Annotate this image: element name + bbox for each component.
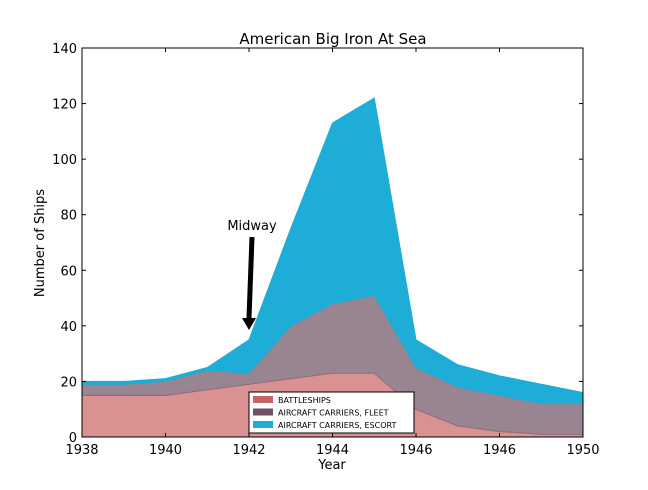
annotation-arrow-shaft — [246, 236, 255, 319]
x-tick-label: 1946 — [483, 443, 516, 458]
y-axis-label: Number of Ships — [33, 189, 48, 297]
x-tick-label: 1944 — [316, 443, 349, 458]
y-tick-label: 0 — [69, 431, 77, 446]
legend-label: BATTLESHIPS — [278, 396, 331, 405]
y-tick-label: 40 — [60, 320, 77, 335]
annotation-arrow-head — [242, 318, 256, 331]
legend: BATTLESHIPS AIRCRAFT CARRIERS, FLEET AIRCR… — [248, 391, 415, 434]
x-axis-label: Year — [317, 458, 346, 473]
y-tick-label: 100 — [52, 153, 77, 168]
y-tick-label: 140 — [52, 42, 77, 57]
legend-swatch — [253, 396, 273, 403]
x-tick-label: 1938 — [65, 443, 98, 458]
legend-box — [248, 391, 415, 434]
x-tick-label: 1950 — [566, 443, 599, 458]
y-tick-label: 20 — [60, 375, 77, 390]
y-tick-label: 120 — [52, 98, 77, 113]
y-tick-label: 80 — [60, 209, 77, 224]
legend-swatch — [253, 408, 273, 416]
legend-label: AIRCRAFT CARRIERS, FLEET — [278, 409, 389, 418]
x-tick-label: 1942 — [232, 443, 265, 458]
chart-title: American Big Iron At Sea — [239, 30, 426, 48]
legend-label: AIRCRAFT CARRIERS, ESCORT — [278, 421, 396, 430]
legend-swatch — [253, 421, 273, 428]
x-tick-label: 1940 — [149, 443, 182, 458]
x-tick-label: 1946 — [399, 443, 432, 458]
axis-ticks: 1938 1940 1942 1944 1946 1946 1950 0 20 40 60 80 100… — [52, 42, 599, 458]
midway-annotation: Midway — [227, 219, 277, 331]
area-layers — [81, 97, 584, 438]
y-tick-label: 60 — [60, 264, 77, 279]
annotation-text: Midway — [227, 219, 277, 234]
